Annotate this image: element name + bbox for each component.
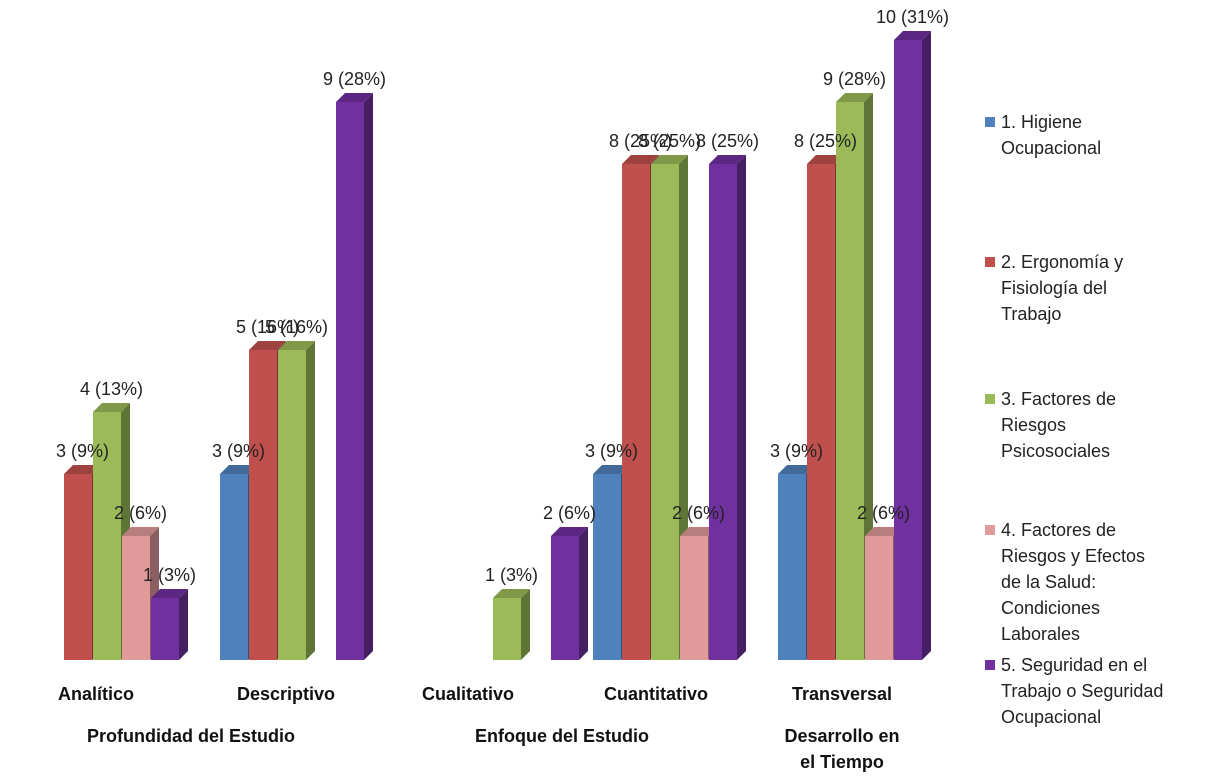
legend-item-2: 2. Ergonomía y Fisiología del Trabajo <box>985 252 1123 324</box>
legend-swatch <box>985 660 995 670</box>
category-label: Cualitativo <box>422 684 514 704</box>
legend-label: 2. Ergonomía y Fisiología del Trabajo <box>1001 252 1123 324</box>
bar-transversal-series-3 <box>836 93 873 660</box>
bars-layer <box>64 31 931 660</box>
data-label: 10 (31%) <box>876 7 949 27</box>
data-label: 8 (25%) <box>638 131 701 151</box>
data-label: 2 (6%) <box>543 503 596 523</box>
bar-cuantitativo-series-5 <box>709 155 746 660</box>
legend-item-5: 5. Seguridad en el Trabajo o Seguridad Ocu… <box>985 655 1163 727</box>
data-label: 8 (25%) <box>696 131 759 151</box>
category-label: Cuantitativo <box>604 684 708 704</box>
legend-item-3: 3. Factores de Riesgos Psicosociales <box>985 389 1116 461</box>
data-label: 2 (6%) <box>114 503 167 523</box>
category-label: Descriptivo <box>237 684 335 704</box>
legend-swatch <box>985 117 995 127</box>
data-label: 9 (28%) <box>823 69 886 89</box>
data-label: 1 (3%) <box>143 565 196 585</box>
data-label: 8 (25%) <box>794 131 857 151</box>
legend-label: 1. Higiene Ocupacional <box>1001 112 1101 158</box>
group-labels-layer: Profundidad del Estudio Enfoque del Estud… <box>87 726 900 772</box>
legend-swatch <box>985 257 995 267</box>
data-label: 1 (3%) <box>485 565 538 585</box>
bar-descriptivo-series-3 <box>278 341 315 660</box>
data-label: 3 (9%) <box>56 441 109 461</box>
bar-analítico-series-5 <box>151 589 188 660</box>
legend-item-1: 1. Higiene Ocupacional <box>985 112 1101 158</box>
legend: 1. Higiene Ocupacional 2. Ergonomía y Fisio… <box>985 112 1163 727</box>
category-label: Analítico <box>58 684 134 704</box>
bar-transversal-series-5 <box>894 31 931 660</box>
bar-descriptivo-series-5 <box>336 93 373 660</box>
data-labels-layer: 3 (9%) 4 (13%) 2 (6%) 1 (3%) 3 (9%) 5 (16%)5 … <box>56 7 949 585</box>
data-label: 4 (13%) <box>80 379 143 399</box>
data-label: 2 (6%) <box>672 503 725 523</box>
data-label: 5 (16%) <box>265 317 328 337</box>
data-label: 2 (6%) <box>857 503 910 523</box>
bar-analítico-series-3 <box>93 403 130 660</box>
category-labels-layer: Analítico Descriptivo Cualitativo Cuantitat… <box>58 684 892 704</box>
legend-item-4: 4. Factores de Riesgos y Efectos de la Sal… <box>985 520 1145 644</box>
group-label: Enfoque del Estudio <box>475 726 649 746</box>
data-label: 3 (9%) <box>585 441 638 461</box>
data-label: 8 (25%) <box>609 131 672 151</box>
group-label: Desarrollo en el Tiempo <box>784 726 899 772</box>
data-label: 3 (9%) <box>212 441 265 461</box>
data-label: 9 (28%) <box>323 69 386 89</box>
legend-label: 4. Factores de Riesgos y Efectos de la Sal… <box>1001 520 1145 644</box>
legend-swatch <box>985 394 995 404</box>
data-label: 3 (9%) <box>770 441 823 461</box>
data-label: 5 (16%) <box>236 317 299 337</box>
group-label: Profundidad del Estudio <box>87 726 295 746</box>
legend-label: 5. Seguridad en el Trabajo o Seguridad Ocu… <box>1001 655 1163 727</box>
legend-label: 3. Factores de Riesgos Psicosociales <box>1001 389 1116 461</box>
bar-cualitativo-series-5 <box>551 527 588 660</box>
bar-cualitativo-series-3 <box>493 589 530 660</box>
bar-cuantitativo-series-3 <box>651 155 688 660</box>
category-label: Transversal <box>792 684 892 704</box>
legend-swatch <box>985 525 995 535</box>
